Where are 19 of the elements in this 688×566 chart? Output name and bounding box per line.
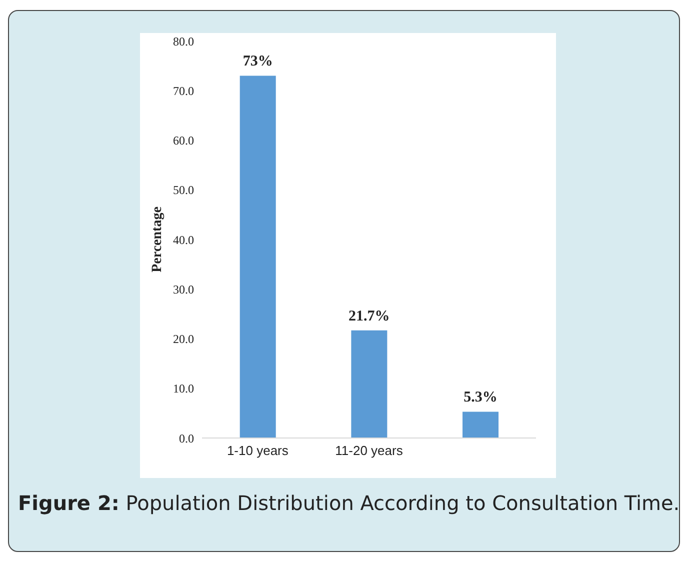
x-tick-label: 1-10 years [226,443,289,458]
bar [351,330,388,438]
y-axis-title: Percentage [150,206,165,272]
data-label: 73% [242,54,273,70]
bar [240,76,276,438]
y-tick-label: 0.0 [179,431,194,446]
y-tick-label: 10.0 [173,382,194,396]
y-tick-label: 20.0 [173,332,194,346]
y-tick-label: 50.0 [173,183,194,198]
y-tick-label: 80.0 [173,34,194,48]
data-label: 21.7% [348,308,390,324]
y-tick-label: 40.0 [173,232,194,247]
y-tick-label: 30.0 [173,282,194,296]
data-label: 5.3% [464,390,498,406]
x-tick-label: 11-20 years [335,443,404,458]
bar [462,412,499,438]
caption: Figure 2: Population Distribution According to Consultation Time. [18,490,680,517]
y-tick-label: 70.0 [173,84,194,98]
y-tick-label: 60.0 [173,134,194,148]
